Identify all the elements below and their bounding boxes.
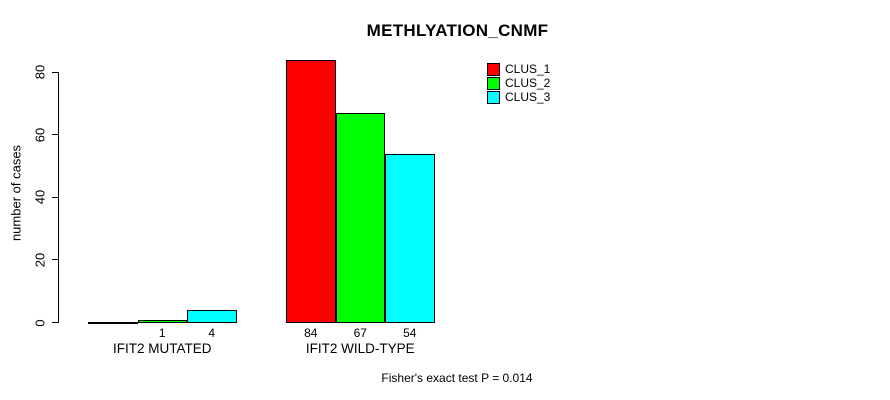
bar [137, 320, 187, 323]
y-tick [51, 322, 58, 323]
legend-item-clus-1: CLUS_1 [487, 62, 550, 76]
y-tick-label: 40 [32, 190, 48, 205]
bar-value-label: 84 [304, 326, 318, 340]
y-axis-line [57, 71, 59, 323]
y-tick-label: 20 [32, 252, 48, 268]
legend-swatch-clus-2-icon [487, 76, 500, 90]
y-tick [51, 259, 58, 261]
bar-value-label: 4 [208, 326, 216, 340]
y-tick-label: 80 [32, 64, 48, 80]
fisher-test-note: Fisher's exact test P = 0.014 [381, 371, 533, 385]
y-tick [51, 196, 58, 198]
y-tick [51, 134, 58, 136]
y-tick [51, 71, 58, 73]
legend: CLUS_1 CLUS_2 CLUS_3 [487, 62, 550, 104]
x-category-label: IFIT2 MUTATED [113, 341, 212, 356]
y-tick-label: 0 [32, 318, 48, 327]
y-tick-label: 60 [32, 127, 48, 142]
legend-swatch-clus-3-icon [487, 90, 500, 104]
x-category-label: IFIT2 WILD-TYPE [305, 341, 415, 356]
legend-label-clus-3: CLUS_3 [505, 90, 551, 104]
bar-value-label: 54 [403, 326, 417, 340]
bar [88, 322, 138, 324]
bar-value-label: 67 [353, 326, 367, 340]
bar-value-label: 1 [158, 326, 166, 340]
bar [335, 113, 385, 323]
legend-item-clus-3: CLUS_3 [487, 90, 550, 104]
bar [187, 310, 237, 323]
legend-label-clus-2: CLUS_2 [505, 76, 551, 90]
legend-label-clus-1: CLUS_1 [505, 62, 551, 76]
legend-item-clus-2: CLUS_2 [487, 76, 550, 90]
bar [385, 154, 435, 323]
chart-title: METHLYATION_CNMF [366, 21, 549, 40]
legend-swatch-clus-1-icon [487, 62, 500, 76]
bar [286, 60, 336, 323]
